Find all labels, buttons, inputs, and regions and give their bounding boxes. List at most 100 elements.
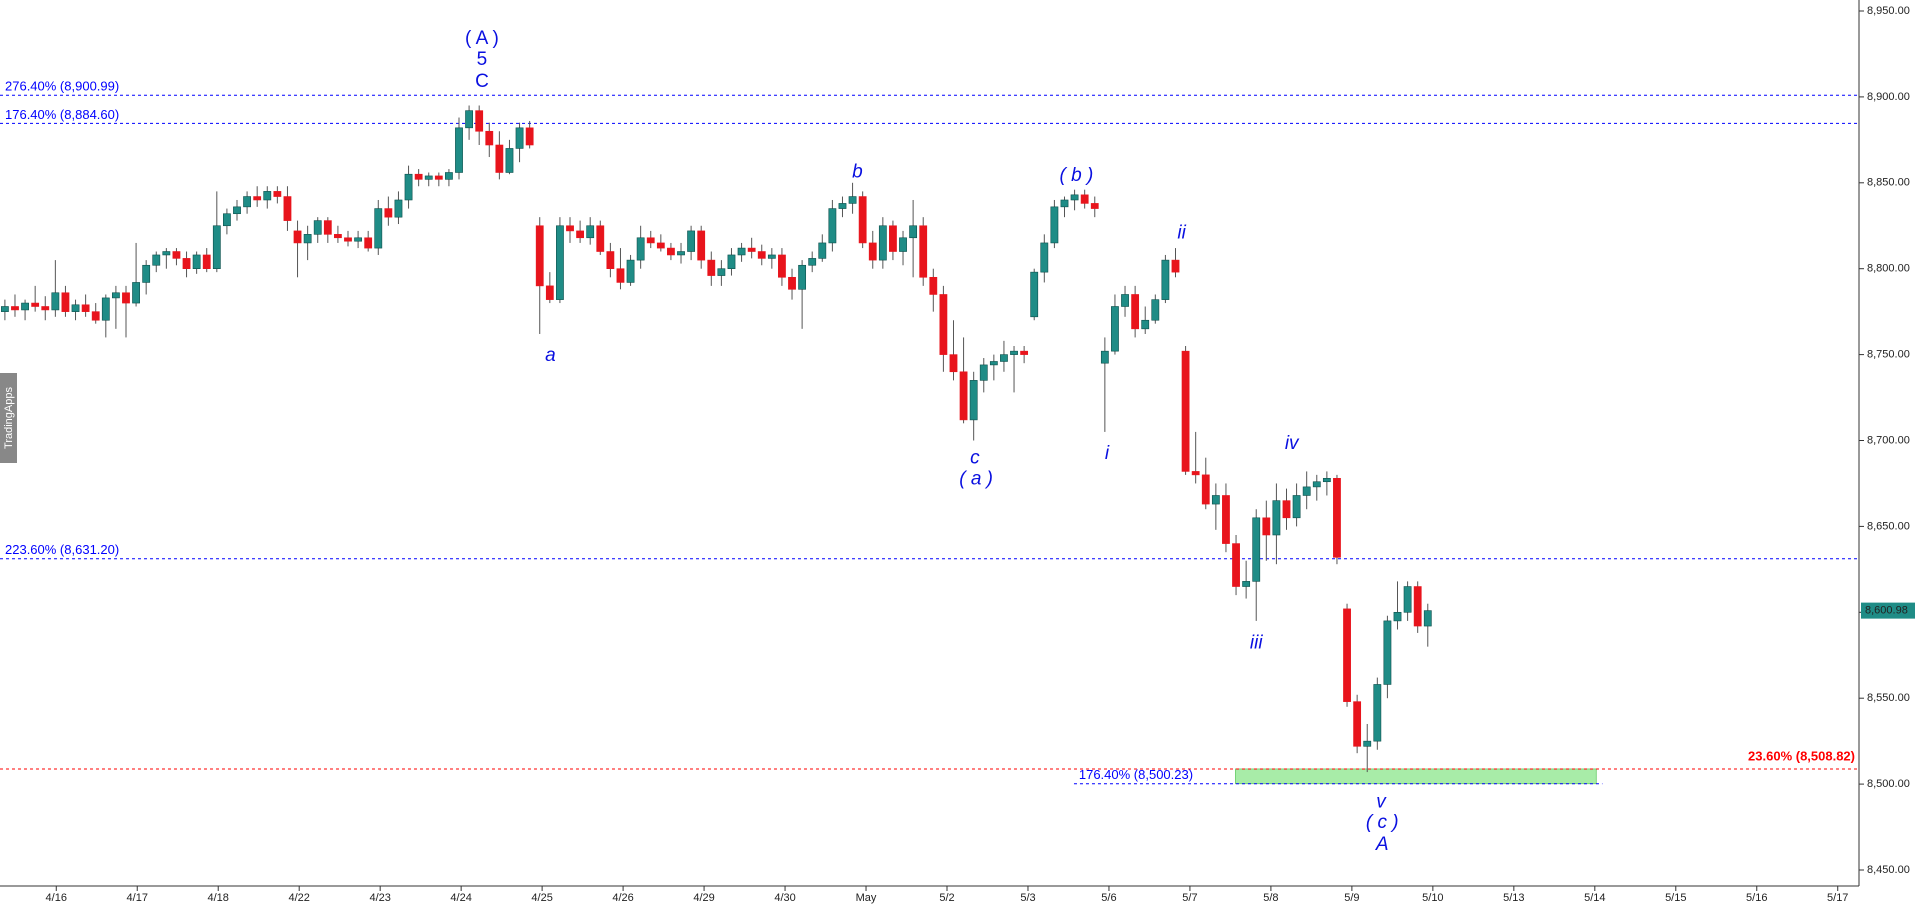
candle-body (313, 220, 322, 235)
candle-body (283, 196, 292, 221)
candle-body (162, 251, 171, 256)
x-tick-label: 5/9 (1344, 892, 1359, 904)
candle-body (1353, 701, 1362, 747)
wave-label: v (1376, 791, 1387, 812)
candle-body (586, 225, 595, 239)
candle-body (424, 175, 433, 180)
candle-body (223, 213, 231, 227)
candle-body (1333, 477, 1341, 558)
candle-body (1040, 242, 1049, 273)
candle-body (626, 259, 635, 283)
candle-body (434, 175, 443, 180)
candle-body (717, 268, 726, 276)
candle-body (202, 254, 211, 269)
candle-body (1413, 586, 1422, 627)
candle-body (1363, 740, 1372, 747)
candle-body (212, 225, 221, 270)
fib-label: 176.40% (8,500.23) (1079, 767, 1193, 782)
candle-body (344, 237, 352, 242)
candle-body (41, 306, 50, 311)
wave-label: ( a ) (959, 469, 993, 490)
candle-body (1080, 194, 1089, 204)
x-tick-label: 4/30 (774, 892, 795, 904)
y-tick-label: 8,950.00 (1867, 5, 1910, 17)
candle-body (1020, 350, 1029, 355)
candle-body (1201, 474, 1210, 505)
candle-body (81, 304, 90, 312)
candle-body (606, 251, 615, 270)
x-tick-label: 5/2 (939, 892, 954, 904)
candle-body (757, 251, 766, 259)
y-tick-label: 8,500.00 (1867, 778, 1910, 790)
candle-body (1403, 586, 1412, 613)
fib-label: 176.40% (8,884.60) (5, 107, 119, 122)
candle-body (1252, 517, 1261, 582)
fib-label: 276.40% (8,900.99) (5, 79, 119, 94)
candle-body (122, 292, 130, 304)
candle-body (323, 220, 332, 235)
candle-body (687, 230, 696, 252)
candle-body (556, 225, 564, 300)
candle-body (1242, 581, 1251, 587)
candle-body (354, 237, 362, 242)
candle-body (838, 203, 847, 209)
candle-body (1211, 495, 1220, 505)
candle-body (192, 254, 201, 269)
candle-body (445, 172, 453, 180)
candle-body (808, 258, 817, 266)
wave-label: i (1105, 443, 1110, 464)
candle-body (677, 251, 685, 256)
candle-body (515, 127, 524, 149)
candle-body (1423, 610, 1432, 627)
candle-body (132, 282, 140, 304)
candle-body (939, 294, 948, 355)
x-tick-label: 5/13 (1503, 892, 1524, 904)
y-tick-label: 8,850.00 (1867, 177, 1910, 189)
candle-body (1222, 495, 1230, 544)
candle-body (899, 237, 907, 252)
candle-body (1121, 294, 1129, 307)
candle-body (172, 251, 181, 259)
candle-body (1060, 199, 1069, 208)
candle-body (1151, 299, 1160, 321)
candle-body (1322, 477, 1331, 483)
candle-body (11, 306, 19, 311)
candle-body (1000, 354, 1008, 362)
candle-body (1090, 203, 1099, 209)
candle-body (646, 237, 655, 244)
candle-body (384, 208, 393, 218)
candle-body (747, 247, 756, 252)
x-tick-label: 5/15 (1665, 892, 1686, 904)
candle-body (959, 371, 968, 421)
x-tick-label: 5/8 (1263, 892, 1278, 904)
candle-body (414, 173, 423, 180)
candle-body (727, 254, 736, 269)
candle-body (1050, 206, 1059, 244)
candle-body (545, 285, 554, 300)
candle-body (788, 276, 796, 290)
candle-body (293, 230, 302, 244)
candle-body (475, 110, 484, 132)
candle-body (1111, 306, 1119, 352)
watermark: TradingApps (3, 387, 15, 449)
candle-body (263, 191, 272, 201)
candle-body (535, 225, 544, 287)
candle-body (989, 361, 998, 366)
x-tick-label: May (856, 892, 877, 904)
wave-label: c (970, 448, 980, 469)
candle-body (51, 292, 60, 311)
candle-body (404, 173, 413, 201)
fib-label: 23.60% (8,508.82) (1748, 748, 1855, 763)
candle-body (909, 225, 918, 239)
candle-body (1191, 471, 1200, 476)
candle-body (0, 306, 9, 312)
candle-body (656, 242, 665, 249)
y-tick-label: 8,550.00 (1867, 692, 1910, 704)
last-price-label: 8,600.98 (1865, 605, 1908, 617)
wave-label: 5 (477, 49, 488, 70)
x-tick-label: 4/23 (369, 892, 390, 904)
candle-body (61, 292, 70, 312)
candle-body (1171, 259, 1180, 273)
candle-body (1343, 608, 1351, 702)
candle-body (919, 225, 928, 278)
